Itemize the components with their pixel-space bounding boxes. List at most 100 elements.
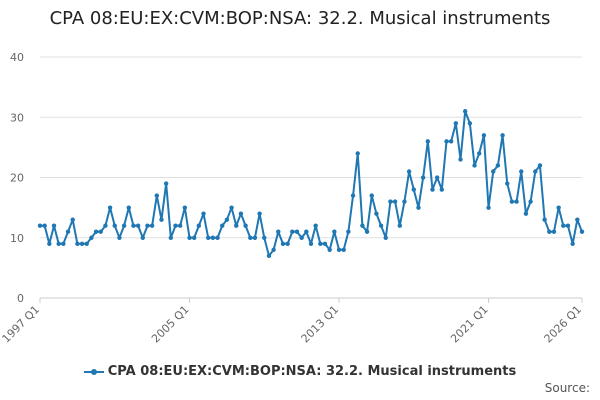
data-point[interactable] bbox=[542, 217, 547, 222]
data-point[interactable] bbox=[47, 241, 52, 246]
data-point[interactable] bbox=[481, 133, 487, 138]
data-point[interactable] bbox=[201, 211, 206, 216]
data-point[interactable] bbox=[523, 211, 529, 216]
data-point[interactable] bbox=[163, 181, 169, 186]
data-point[interactable] bbox=[112, 223, 117, 228]
data-point[interactable] bbox=[556, 205, 561, 210]
data-point[interactable] bbox=[350, 193, 356, 198]
data-point[interactable] bbox=[425, 139, 431, 144]
data-point[interactable] bbox=[575, 217, 580, 222]
data-point[interactable] bbox=[103, 223, 108, 228]
data-point[interactable] bbox=[121, 223, 127, 228]
data-point[interactable] bbox=[51, 223, 57, 228]
data-point[interactable] bbox=[477, 151, 482, 156]
data-point[interactable] bbox=[537, 163, 543, 168]
data-point[interactable] bbox=[514, 199, 519, 204]
data-point[interactable] bbox=[551, 229, 557, 234]
data-point[interactable] bbox=[308, 241, 314, 246]
data-point[interactable] bbox=[234, 223, 239, 228]
data-point[interactable] bbox=[271, 247, 276, 253]
data-point[interactable] bbox=[547, 229, 552, 234]
data-point[interactable] bbox=[290, 229, 295, 234]
data-point[interactable] bbox=[191, 235, 197, 240]
data-point[interactable] bbox=[89, 235, 94, 240]
data-point[interactable] bbox=[210, 235, 216, 240]
data-point[interactable] bbox=[229, 205, 234, 210]
data-point[interactable] bbox=[262, 235, 267, 240]
data-point[interactable] bbox=[79, 241, 85, 246]
data-point[interactable] bbox=[467, 121, 473, 126]
data-point[interactable] bbox=[135, 223, 141, 228]
data-point[interactable] bbox=[336, 247, 342, 253]
data-point[interactable] bbox=[360, 223, 365, 228]
data-point[interactable] bbox=[220, 223, 225, 228]
data-point[interactable] bbox=[378, 223, 384, 228]
data-point[interactable] bbox=[500, 133, 505, 138]
data-point[interactable] bbox=[84, 241, 89, 246]
data-point[interactable] bbox=[495, 163, 501, 168]
data-point[interactable] bbox=[37, 223, 43, 228]
data-point[interactable] bbox=[215, 235, 220, 240]
data-point[interactable] bbox=[453, 121, 459, 126]
data-point[interactable] bbox=[182, 205, 188, 210]
data-point[interactable] bbox=[369, 193, 374, 198]
data-point[interactable] bbox=[434, 175, 440, 180]
data-point[interactable] bbox=[505, 181, 510, 186]
data-point[interactable] bbox=[154, 193, 160, 198]
data-point[interactable] bbox=[430, 187, 435, 192]
data-point[interactable] bbox=[313, 223, 318, 228]
data-point[interactable] bbox=[266, 253, 272, 259]
data-point[interactable] bbox=[149, 223, 155, 228]
data-point[interactable] bbox=[364, 229, 370, 234]
data-point[interactable] bbox=[159, 217, 164, 222]
data-point[interactable] bbox=[491, 169, 496, 174]
data-point[interactable] bbox=[42, 223, 47, 228]
data-point[interactable] bbox=[257, 211, 262, 216]
data-point[interactable] bbox=[131, 223, 136, 228]
data-point[interactable] bbox=[439, 187, 445, 192]
data-point[interactable] bbox=[533, 169, 538, 174]
data-point[interactable] bbox=[276, 229, 281, 234]
data-point[interactable] bbox=[458, 157, 463, 162]
data-point[interactable] bbox=[383, 235, 388, 240]
data-point[interactable] bbox=[126, 205, 131, 210]
data-point[interactable] bbox=[243, 223, 248, 228]
data-point[interactable] bbox=[472, 163, 477, 168]
data-point[interactable] bbox=[341, 247, 346, 253]
data-point[interactable] bbox=[402, 199, 407, 204]
data-point[interactable] bbox=[444, 139, 449, 144]
data-point[interactable] bbox=[322, 241, 328, 246]
legend[interactable]: CPA 08:EU:EX:CVM:BOP:NSA: 32.2. Musical … bbox=[0, 364, 600, 379]
data-point[interactable] bbox=[299, 235, 304, 240]
data-point[interactable] bbox=[98, 229, 103, 234]
data-point[interactable] bbox=[565, 223, 571, 228]
data-point[interactable] bbox=[75, 241, 80, 246]
data-point[interactable] bbox=[579, 229, 585, 234]
data-point[interactable] bbox=[117, 235, 122, 240]
data-point[interactable] bbox=[397, 223, 402, 228]
data-point[interactable] bbox=[355, 151, 360, 156]
data-point[interactable] bbox=[332, 229, 337, 234]
data-point[interactable] bbox=[206, 235, 211, 240]
data-point[interactable] bbox=[561, 223, 566, 228]
data-point[interactable] bbox=[280, 241, 286, 246]
data-point[interactable] bbox=[416, 205, 421, 210]
data-point[interactable] bbox=[374, 211, 379, 216]
data-point[interactable] bbox=[285, 241, 290, 246]
data-point[interactable] bbox=[238, 211, 244, 216]
data-point[interactable] bbox=[177, 223, 183, 228]
data-point[interactable] bbox=[528, 199, 533, 204]
data-point[interactable] bbox=[248, 235, 253, 240]
data-point[interactable] bbox=[509, 199, 515, 204]
data-point[interactable] bbox=[318, 241, 323, 246]
data-point[interactable] bbox=[406, 169, 412, 174]
data-point[interactable] bbox=[70, 217, 75, 222]
data-point[interactable] bbox=[420, 175, 426, 180]
data-point[interactable] bbox=[145, 223, 150, 228]
data-point[interactable] bbox=[448, 139, 454, 144]
data-point[interactable] bbox=[486, 205, 491, 210]
data-point[interactable] bbox=[411, 187, 416, 192]
data-point[interactable] bbox=[56, 241, 61, 246]
data-point[interactable] bbox=[346, 229, 351, 234]
data-point[interactable] bbox=[173, 223, 178, 228]
